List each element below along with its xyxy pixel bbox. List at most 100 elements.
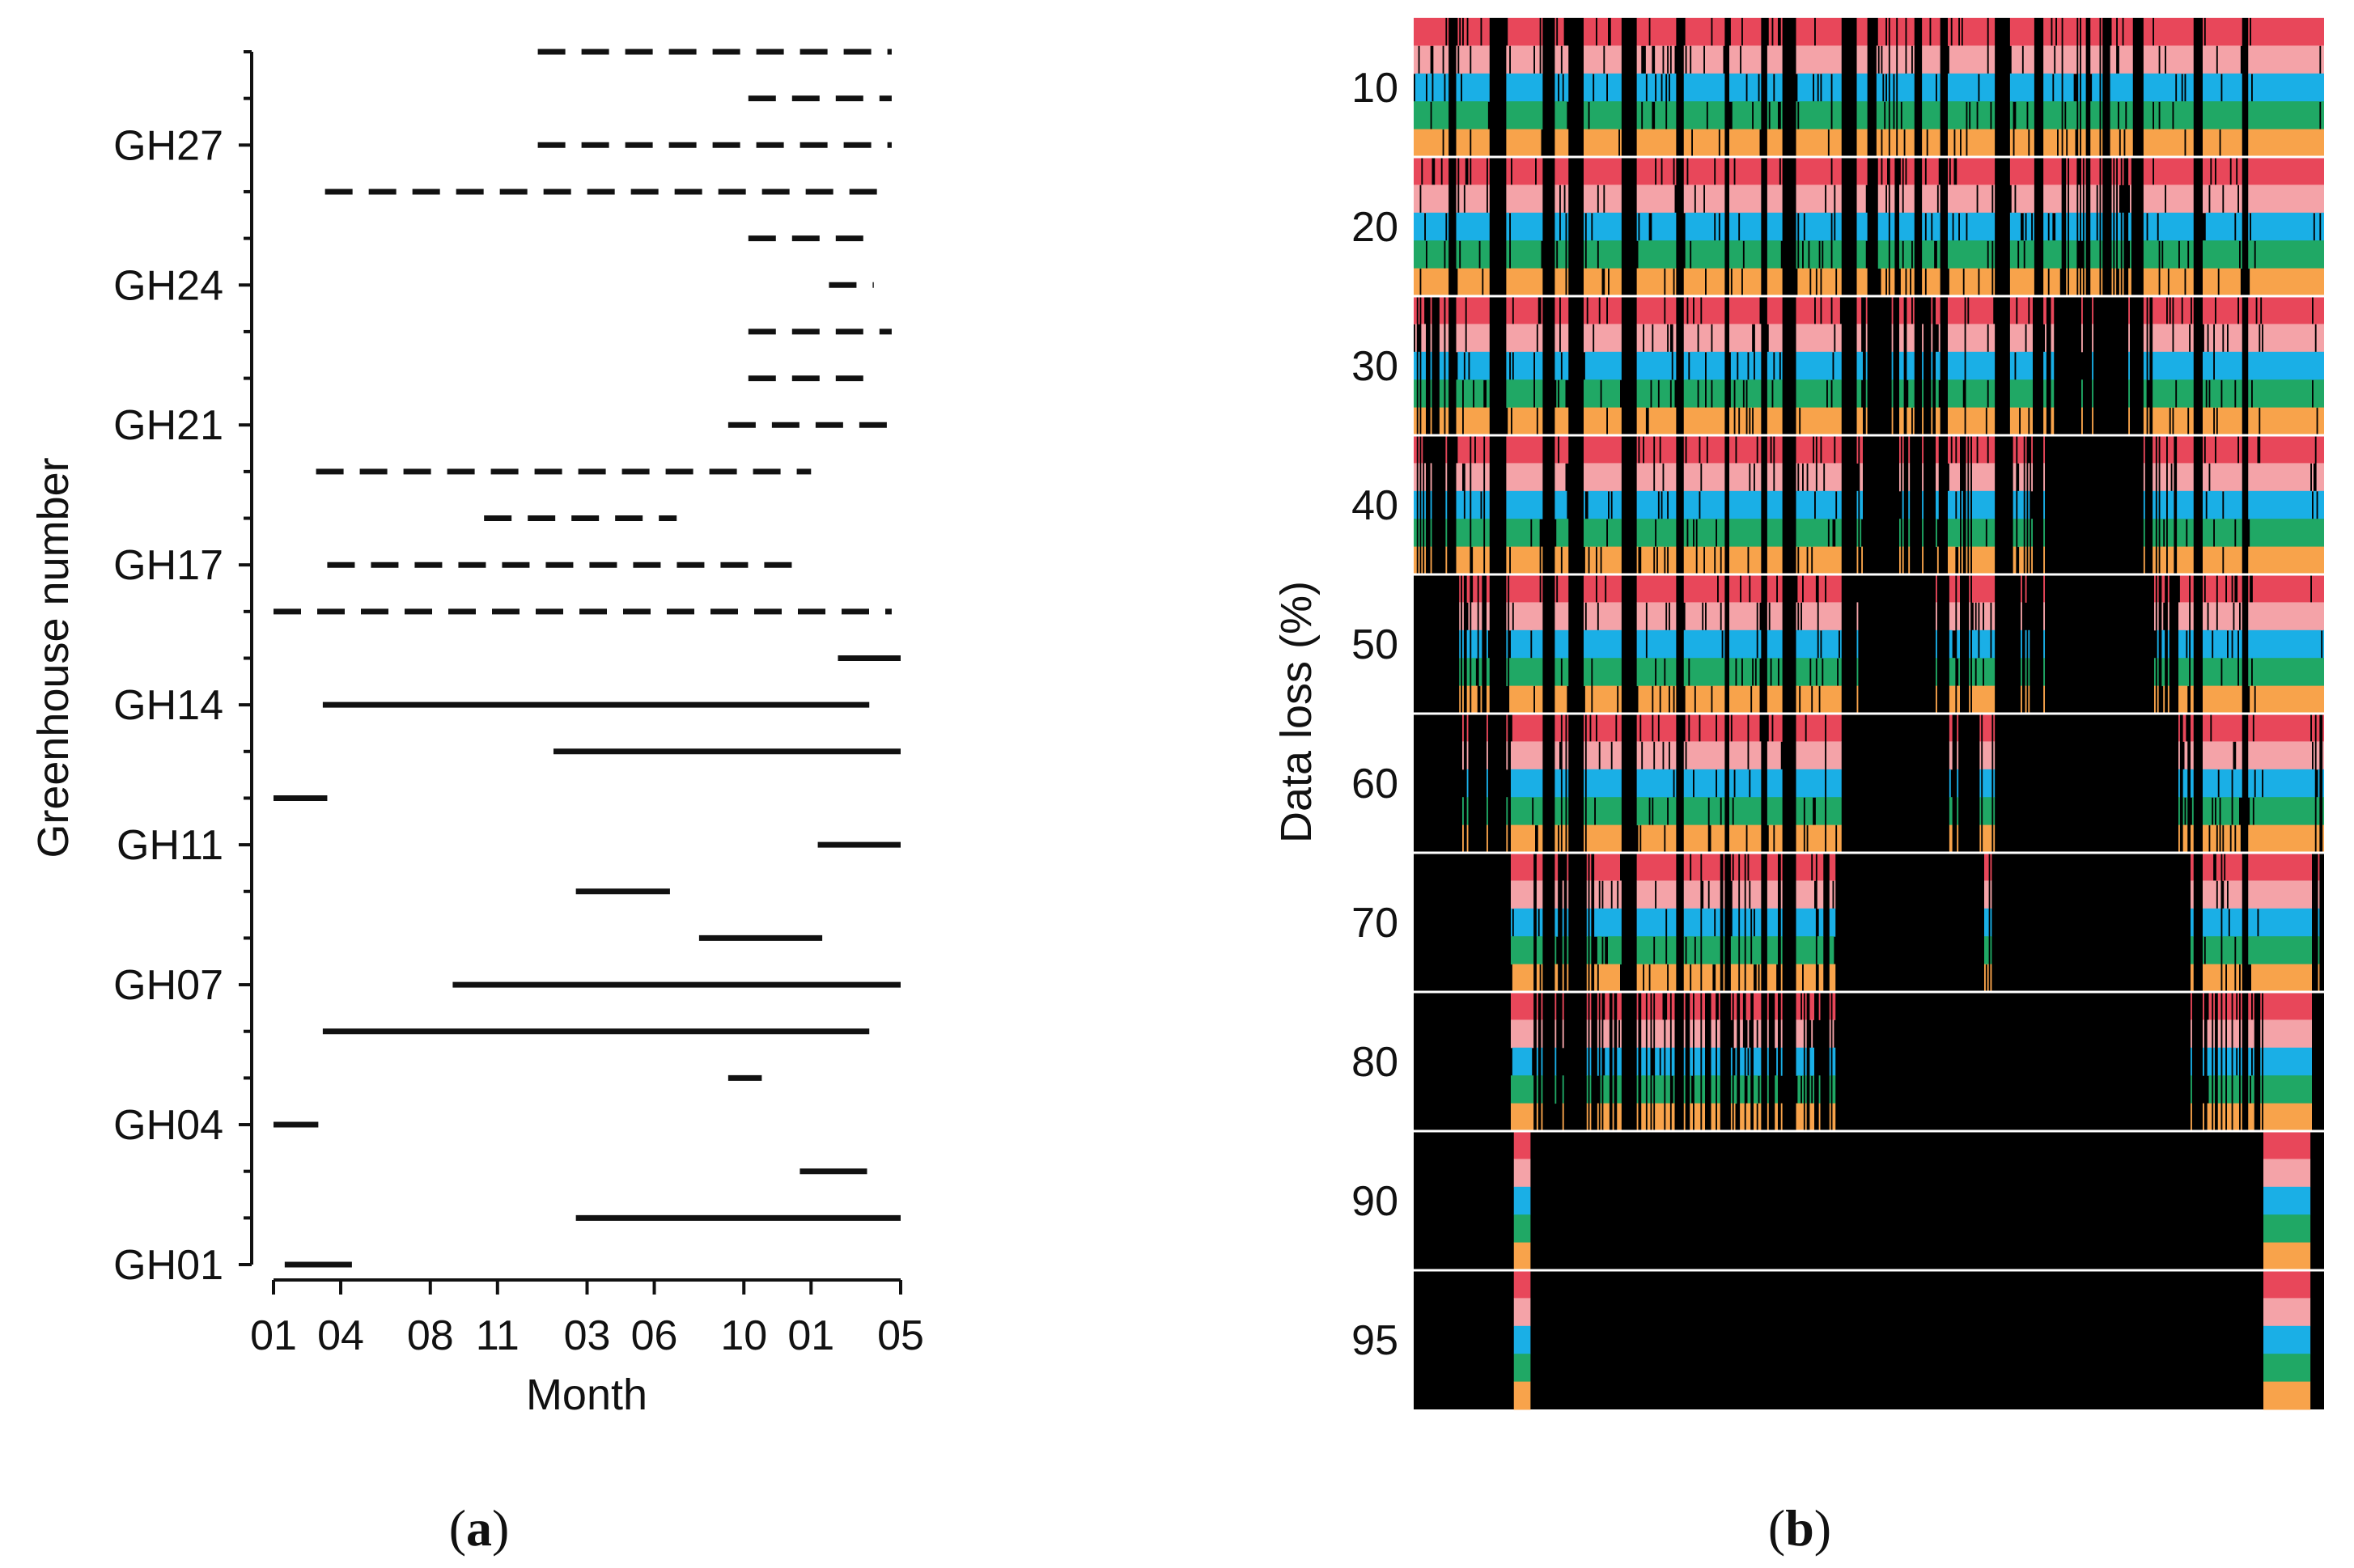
heatmap-cell	[1671, 379, 1675, 409]
heatmap-cell	[1697, 519, 1716, 548]
heatmap-cell	[1700, 714, 1716, 742]
heatmap-cell	[1984, 908, 1989, 937]
heatmap-cell	[2110, 101, 2119, 130]
heatmap-cell	[1818, 1103, 1821, 1132]
heatmap-cell	[1485, 546, 1490, 575]
heatmap-cell	[1456, 379, 1462, 409]
panel-a-x-tick-label: 06	[631, 1312, 678, 1359]
heatmap-cell	[1605, 268, 1608, 297]
heatmap-cell	[2248, 602, 2324, 631]
heatmap-cell	[1665, 268, 1673, 297]
heatmap-cell	[2191, 880, 2194, 909]
heatmap-cell	[2153, 463, 2156, 492]
heatmap-cell	[1690, 658, 1725, 687]
heatmap-cell	[1652, 992, 1654, 1020]
heatmap-cell	[1532, 519, 1540, 548]
heatmap-cell	[1506, 519, 1531, 548]
heatmap-cell	[1584, 351, 1622, 380]
heatmap-cell	[2153, 519, 2156, 548]
heatmap-cell	[1683, 741, 1686, 770]
heatmap-cell	[1856, 296, 1862, 324]
heatmap-cell	[1636, 18, 1649, 46]
heatmap-cell	[2217, 407, 2242, 436]
heatmap-cell	[1908, 490, 1911, 519]
heatmap-cell	[1969, 490, 1971, 519]
heatmap-cell	[2160, 519, 2164, 548]
panel-b-level-label: 20	[1351, 204, 1398, 251]
heatmap-cell	[1653, 685, 1660, 714]
heatmap-cell	[2255, 685, 2325, 714]
heatmap-cell	[1471, 129, 1490, 158]
heatmap-cell	[1936, 602, 1937, 631]
heatmap-cell	[1513, 908, 1534, 937]
heatmap-cell	[2128, 407, 2131, 436]
heatmap-cell	[1818, 1075, 1821, 1104]
heatmap-cell	[2248, 490, 2312, 519]
heatmap-cell	[1907, 407, 1912, 436]
heatmap-cell	[2118, 240, 2121, 269]
heatmap-cell	[1822, 268, 1836, 297]
heatmap-cell	[1612, 880, 1618, 909]
heatmap-cell	[1754, 908, 1762, 937]
heatmap-cell	[2157, 629, 2159, 659]
heatmap-cell	[2248, 1047, 2251, 1076]
heatmap-cell	[1796, 824, 1804, 854]
heatmap-cell	[1565, 184, 1569, 214]
heatmap-cell	[1648, 407, 1677, 436]
heatmap-cell	[2237, 1047, 2240, 1076]
heatmap-cell	[2263, 1103, 2312, 1132]
heatmap-cell	[2127, 101, 2133, 130]
heatmap-cell	[2203, 351, 2214, 380]
heatmap-cell	[2213, 797, 2216, 826]
heatmap-cell	[1818, 964, 1824, 993]
heatmap-cell	[1589, 853, 1592, 881]
heatmap-cell	[1435, 157, 1441, 185]
heatmap-cell	[2177, 490, 2194, 519]
heatmap-cell	[1926, 268, 1940, 297]
heatmap-cell	[1541, 992, 1543, 1020]
heatmap-cell	[2203, 824, 2209, 854]
heatmap-cell	[1513, 1298, 1531, 1327]
heatmap-cell	[1767, 574, 1777, 603]
heatmap-cell	[2011, 184, 2015, 214]
heatmap-cell	[1957, 490, 1960, 519]
heatmap-cell	[1511, 629, 1531, 659]
heatmap-cell	[2250, 685, 2254, 714]
heatmap-cell	[1418, 296, 1420, 324]
heatmap-cell	[2248, 73, 2251, 102]
heatmap-cell	[1586, 741, 1599, 770]
heatmap-cell	[2054, 73, 2062, 102]
heatmap-cell	[1685, 602, 1703, 631]
heatmap-cell	[2043, 212, 2048, 241]
heatmap-cell	[1958, 546, 1961, 575]
heatmap-cell	[1414, 240, 1426, 269]
heatmap-cell	[1979, 714, 1982, 742]
heatmap-cell	[1796, 18, 1814, 46]
heatmap-cell	[1891, 296, 1894, 324]
heatmap-cell	[2191, 964, 2194, 993]
heatmap-cell	[2203, 797, 2212, 826]
heatmap-cell	[1686, 45, 1690, 74]
heatmap-cell	[1466, 574, 1470, 603]
heatmap-cell	[1776, 1047, 1779, 1076]
heatmap-cell	[2143, 101, 2153, 130]
heatmap-cell	[2090, 268, 2100, 297]
heatmap-cell	[2090, 129, 2100, 158]
heatmap-cell	[1594, 324, 1622, 353]
heatmap-cell	[1636, 463, 1654, 492]
heatmap-cell	[1445, 296, 1449, 324]
heatmap-cell	[1898, 129, 1904, 158]
heatmap-cell	[1655, 936, 1666, 965]
heatmap-cell	[1750, 880, 1762, 909]
heatmap-cell	[1832, 992, 1836, 1020]
heatmap-cell	[1729, 73, 1746, 102]
heatmap-cell	[1655, 435, 1660, 464]
heatmap-cell	[2248, 574, 2250, 603]
heatmap-cell	[1688, 157, 1715, 185]
heatmap-cell	[2092, 296, 2094, 324]
heatmap-cell	[1609, 490, 1611, 519]
heatmap-cell	[1471, 602, 1478, 631]
heatmap-cell	[1636, 546, 1639, 575]
heatmap-cell	[2167, 546, 2174, 575]
heatmap-cell	[1796, 1103, 1804, 1132]
